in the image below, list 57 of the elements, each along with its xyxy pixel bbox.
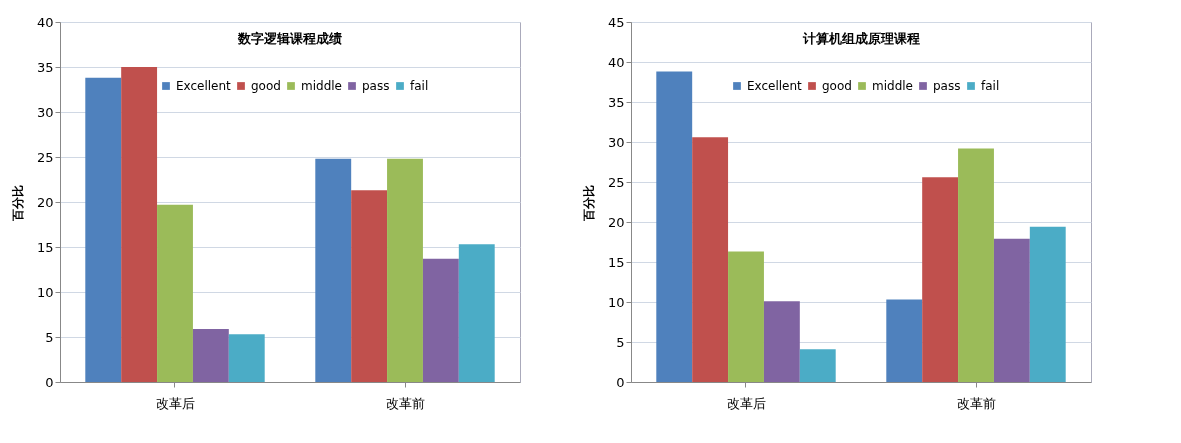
legend-label: fail [981, 79, 1000, 93]
text: 数字逻辑课程成绩 [237, 31, 342, 46]
text: 计算机组成原理课程 [801, 31, 920, 46]
bar [458, 244, 495, 382]
bar [728, 251, 764, 382]
y-tick-label: 25 [36, 149, 54, 165]
y-tick-label: 5 [45, 329, 54, 345]
y-tick-label: 25 [607, 174, 625, 190]
y-tick-label: 40 [607, 54, 625, 70]
bar [1029, 226, 1066, 382]
legend-label: Excellent [176, 79, 232, 93]
y-tick-label: 35 [36, 59, 54, 75]
legend-label: Excellent [747, 79, 803, 93]
y-tick-label: 20 [36, 194, 54, 210]
y-tick-label: 10 [607, 294, 625, 310]
bar [993, 238, 1030, 382]
x-tick-label: 改革前 [385, 395, 425, 411]
bar [422, 258, 459, 382]
y-tick-label: 5 [616, 334, 625, 350]
bar [85, 77, 122, 382]
legend-label: pass [933, 79, 961, 93]
y-tick-label: 10 [36, 284, 54, 300]
bar [958, 148, 994, 382]
y-axis-title: 百分比 [581, 184, 596, 222]
bar [656, 71, 693, 382]
x-tick-label: 改革后 [726, 395, 766, 411]
legend-label: good [822, 79, 852, 93]
legend-label: good [251, 79, 281, 93]
y-tick-label: 35 [607, 94, 625, 110]
bar [387, 158, 423, 382]
legend-label: pass [362, 79, 390, 93]
bar [157, 204, 193, 382]
bar [121, 67, 158, 382]
bar [922, 177, 959, 382]
bar [192, 328, 229, 382]
legend-label: middle [301, 79, 342, 93]
bar [692, 137, 729, 382]
y-tick-label: 20 [607, 214, 625, 230]
legend-label: fail [410, 79, 429, 93]
y-tick-label: 0 [45, 374, 54, 390]
bar [228, 334, 265, 382]
bar [799, 349, 836, 382]
y-tick-label: 15 [607, 254, 625, 270]
x-tick-label: 改革后 [155, 395, 195, 411]
y-tick-label: 40 [36, 14, 54, 30]
y-tick-label: 30 [36, 104, 54, 120]
bar [351, 190, 388, 382]
y-tick-label: 15 [36, 239, 54, 255]
y-axis-title: 百分比 [10, 184, 25, 222]
legend-label: middle [872, 79, 913, 93]
x-tick-label: 改革前 [956, 395, 996, 411]
y-tick-label: 30 [607, 134, 625, 150]
bar [315, 158, 352, 382]
y-tick-label: 0 [616, 374, 625, 390]
bar [886, 299, 923, 382]
bar [763, 301, 800, 382]
y-tick-label: 45 [607, 14, 625, 30]
